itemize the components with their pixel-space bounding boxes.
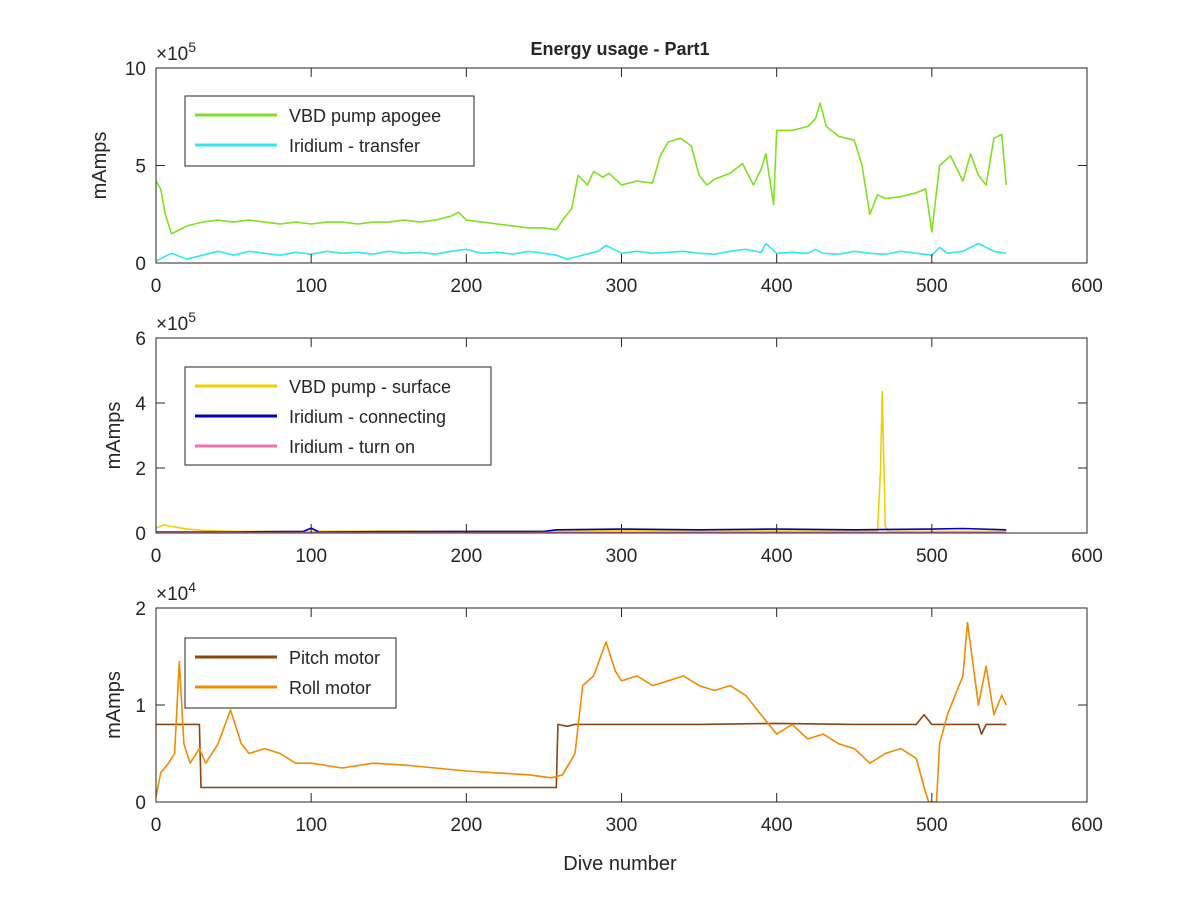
- x-tick-label: 0: [151, 815, 162, 836]
- x-tick-label: 200: [450, 815, 482, 836]
- legend-label-iridium-transfer: Iridium - transfer: [289, 136, 420, 156]
- y-tick-label: 0: [135, 524, 146, 545]
- x-tick-label: 200: [450, 546, 482, 567]
- x-tick-label: 500: [916, 815, 948, 836]
- legend-label-iridium-turn-on: Iridium - turn on: [289, 437, 415, 457]
- x-tick-label: 300: [606, 546, 638, 567]
- legend-box: [184, 95, 475, 167]
- subplot-3: 0 100 200 300 400 500 600 0 1 2 ×104 mAmps Pitch mot…: [103, 579, 1103, 836]
- x-tick-label: 600: [1071, 815, 1103, 836]
- series-line-pitch-motor: [156, 713, 1007, 789]
- y-tick-label: 2: [135, 459, 146, 480]
- y-tick-label: 4: [135, 394, 146, 415]
- x-tick-label: 0: [151, 546, 162, 567]
- legend-label-iridium-connecting: Iridium - connecting: [289, 407, 446, 427]
- legend: VBD pump apogee Iridium - transfer: [184, 95, 475, 167]
- y-axis-label: mAmps: [103, 402, 125, 470]
- y-exponent-power: 5: [188, 309, 196, 325]
- figure-title: Energy usage - Part1: [530, 39, 709, 59]
- series-line-iridium-connecting: [156, 527, 1007, 533]
- x-tick-label: 400: [761, 546, 793, 567]
- series-line-iridium-transfer: [156, 242, 1007, 262]
- y-tick-label: 2: [135, 599, 146, 620]
- legend-label-vbd-pump-apogee: VBD pump apogee: [289, 106, 441, 126]
- x-tick-label: 200: [450, 276, 482, 297]
- legend-label-vbd-pump-surface: VBD pump - surface: [289, 377, 451, 397]
- x-tick-label: 500: [916, 276, 948, 297]
- x-tick-label: 0: [151, 276, 162, 297]
- x-tick-label: 100: [295, 546, 327, 567]
- x-tick-label: 600: [1071, 276, 1103, 297]
- legend: VBD pump - surface Iridium - connecting Ir…: [184, 366, 492, 466]
- series-group: [156, 102, 1008, 262]
- x-tick-label: 500: [916, 546, 948, 567]
- series-group: [156, 621, 1008, 802]
- y-exponent-label: ×104: [156, 579, 196, 605]
- y-tick-label: 10: [125, 59, 146, 80]
- x-tick-label: 100: [295, 815, 327, 836]
- y-tick-label: 6: [135, 329, 146, 350]
- y-tick-label: 0: [135, 254, 146, 275]
- y-tick-label: 5: [135, 157, 146, 178]
- x-tick-label: 600: [1071, 546, 1103, 567]
- x-tick-label: 400: [761, 815, 793, 836]
- legend-box: [184, 637, 397, 709]
- y-tick-label: 1: [135, 696, 146, 717]
- y-axis-label: mAmps: [103, 671, 125, 739]
- legend-label-roll-motor: Roll motor: [289, 678, 371, 698]
- series-line-vbd-pump-apogee: [156, 102, 1008, 235]
- y-axis-label: mAmps: [89, 132, 111, 200]
- legend-label-pitch-motor: Pitch motor: [289, 648, 380, 668]
- x-tick-label: 100: [295, 276, 327, 297]
- x-tick-label: 400: [761, 276, 793, 297]
- x-tick-label: 300: [606, 276, 638, 297]
- y-tick-label: 0: [135, 793, 146, 814]
- y-exponent-power: 5: [188, 39, 196, 55]
- x-tick-label: 300: [606, 815, 638, 836]
- series-line-roll-motor: [156, 621, 1008, 802]
- x-axis-label: Dive number: [563, 853, 677, 875]
- legend: Pitch motor Roll motor: [184, 637, 397, 709]
- y-exponent-power: 4: [188, 579, 196, 595]
